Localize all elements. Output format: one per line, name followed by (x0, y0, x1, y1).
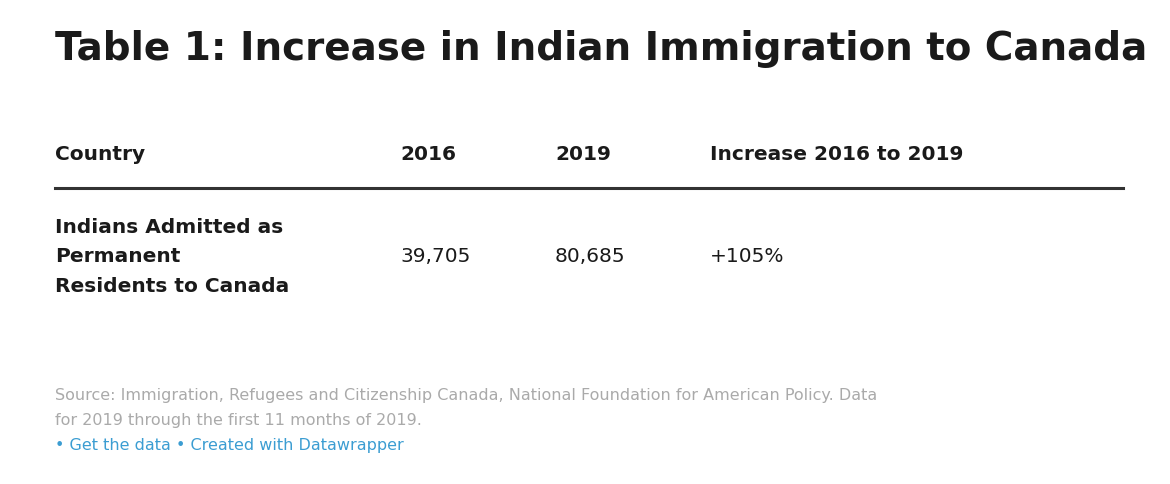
Text: Source: Immigration, Refugees and Citizenship Canada, National Foundation for Am: Source: Immigration, Refugees and Citize… (55, 388, 878, 403)
Text: Residents to Canada: Residents to Canada (55, 277, 289, 296)
Text: Increase 2016 to 2019: Increase 2016 to 2019 (710, 145, 963, 164)
Text: Permanent: Permanent (55, 247, 180, 267)
Text: Country: Country (55, 145, 145, 164)
Text: Indians Admitted as: Indians Admitted as (55, 218, 283, 237)
Text: Table 1: Increase in Indian Immigration to Canada: Table 1: Increase in Indian Immigration … (55, 30, 1148, 68)
Text: 39,705: 39,705 (400, 247, 470, 267)
Text: • Get the data • Created with Datawrapper: • Get the data • Created with Datawrappe… (55, 438, 404, 453)
Text: 2019: 2019 (555, 145, 611, 164)
Text: 2016: 2016 (400, 145, 456, 164)
Text: +105%: +105% (710, 247, 785, 267)
Text: for 2019 through the first 11 months of 2019.: for 2019 through the first 11 months of … (55, 412, 422, 427)
Text: 80,685: 80,685 (555, 247, 626, 267)
